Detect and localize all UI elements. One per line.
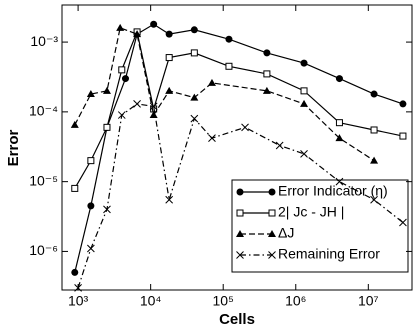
marker bbox=[268, 188, 276, 196]
marker bbox=[133, 30, 142, 38]
marker bbox=[74, 284, 82, 292]
marker bbox=[236, 209, 244, 217]
marker bbox=[225, 35, 233, 43]
marker bbox=[399, 218, 407, 227]
marker bbox=[300, 150, 308, 158]
marker bbox=[370, 90, 378, 98]
marker bbox=[118, 66, 126, 74]
marker bbox=[236, 230, 244, 237]
legend-label: Error Indicator (η) bbox=[278, 183, 388, 199]
marker bbox=[190, 26, 198, 34]
marker bbox=[335, 134, 344, 142]
marker bbox=[165, 86, 174, 94]
legend-label: ΔJ bbox=[278, 225, 294, 241]
marker bbox=[241, 123, 249, 132]
marker bbox=[399, 132, 407, 140]
marker bbox=[207, 78, 216, 86]
marker bbox=[300, 59, 308, 67]
marker bbox=[263, 49, 271, 57]
marker bbox=[300, 87, 308, 95]
series-line bbox=[74, 23, 404, 273]
marker bbox=[370, 156, 379, 164]
x-tick-label: 10⁴ bbox=[140, 293, 162, 309]
marker bbox=[150, 20, 158, 28]
legend-label: Remaining Error bbox=[278, 246, 380, 262]
y-axis-label: Error bbox=[5, 130, 22, 167]
plot-frame bbox=[61, 4, 413, 291]
x-tick-label: 10³ bbox=[68, 293, 89, 309]
marker bbox=[236, 251, 244, 259]
marker bbox=[102, 86, 111, 94]
marker bbox=[268, 230, 276, 237]
marker bbox=[236, 188, 244, 196]
marker bbox=[190, 49, 198, 57]
marker bbox=[165, 195, 174, 204]
marker bbox=[165, 30, 173, 38]
legend-label: 2| Jc - JH | bbox=[278, 204, 344, 220]
marker bbox=[399, 100, 407, 108]
marker bbox=[263, 70, 271, 78]
marker bbox=[86, 90, 95, 98]
marker bbox=[335, 177, 344, 186]
marker bbox=[190, 114, 199, 123]
marker bbox=[268, 251, 276, 259]
marker bbox=[370, 126, 378, 134]
marker bbox=[116, 23, 125, 31]
marker bbox=[370, 195, 378, 204]
y-tick-label: 10⁻⁵ bbox=[29, 172, 58, 188]
marker bbox=[133, 100, 141, 108]
marker bbox=[103, 123, 111, 131]
marker bbox=[262, 86, 271, 94]
marker bbox=[70, 120, 79, 128]
marker bbox=[121, 75, 129, 83]
marker bbox=[71, 268, 79, 276]
marker bbox=[165, 54, 173, 62]
x-tick-label: 10⁶ bbox=[285, 293, 306, 309]
marker bbox=[87, 244, 95, 253]
marker bbox=[117, 111, 126, 119]
marker bbox=[87, 157, 95, 165]
marker bbox=[149, 102, 158, 111]
marker bbox=[300, 99, 309, 107]
marker bbox=[335, 119, 343, 127]
x-tick-label: 10⁷ bbox=[358, 293, 379, 309]
x-tick-label: 10⁵ bbox=[213, 293, 234, 309]
marker bbox=[190, 93, 199, 101]
marker bbox=[71, 184, 79, 192]
series-line bbox=[74, 29, 404, 189]
marker bbox=[103, 205, 111, 214]
y-tick-label: 10⁻⁴ bbox=[29, 103, 58, 119]
marker bbox=[208, 134, 216, 143]
y-tick-label: 10⁻³ bbox=[30, 33, 58, 49]
legend-box bbox=[231, 179, 409, 273]
marker bbox=[275, 141, 284, 150]
marker bbox=[87, 202, 95, 210]
x-axis-label: Cells bbox=[219, 311, 255, 328]
y-tick-label: 10⁻⁶ bbox=[29, 242, 58, 258]
marker bbox=[335, 75, 343, 83]
marker bbox=[225, 62, 233, 70]
marker bbox=[268, 209, 276, 217]
